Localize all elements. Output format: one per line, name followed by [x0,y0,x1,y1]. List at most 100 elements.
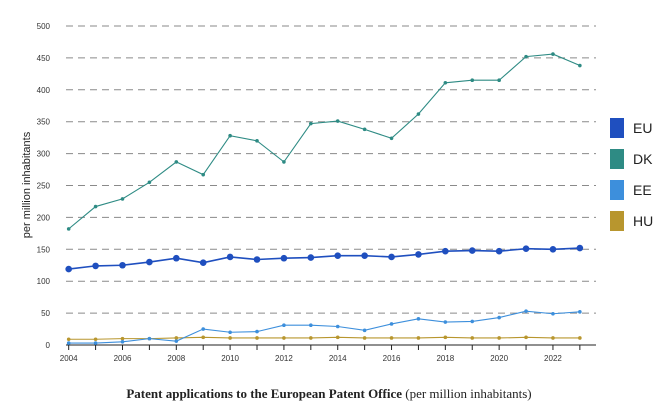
data-point-hu [335,335,340,340]
data-point-eu [307,254,315,261]
data-point-dk [551,52,555,56]
data-point-hu [497,336,501,340]
series-ee [66,309,582,345]
data-point-eu [576,244,584,252]
data-point-hu [362,336,367,340]
legend-swatch [610,118,624,138]
data-point-dk [282,160,286,164]
x-tick-label: 2018 [436,354,454,363]
x-tick-label: 2010 [221,354,239,363]
x-tick-label: 2020 [490,354,508,363]
data-point-dk [120,197,125,201]
data-point-ee [147,336,152,341]
data-point-hu [578,336,582,340]
legend-label: HU [633,213,654,229]
data-point-eu [522,245,530,252]
data-point-ee [551,311,555,316]
data-point-eu [388,253,395,261]
data-point-hu [551,336,555,340]
y-tick-label: 250 [37,182,51,191]
data-point-hu [282,336,286,340]
data-point-ee [174,339,179,343]
series-line-eu [68,247,580,270]
x-tick-label: 2014 [329,354,347,363]
data-point-dk [389,136,394,141]
gridlines [66,25,596,314]
data-point-hu [174,336,179,340]
data-point-dk [66,227,71,231]
data-point-hu [443,335,448,340]
data-point-ee [309,323,313,328]
data-point-dk [443,80,448,85]
data-point-ee [470,319,475,324]
series-hu [66,335,582,342]
data-point-eu [334,252,342,259]
data-point-dk [470,78,475,83]
data-point-hu [524,335,528,340]
y-axis: 0 50 100 150 200 250 300 350 400 450 500 [37,22,51,350]
y-axis-label: per million inhabitants [21,131,33,238]
series-eu [65,244,584,273]
data-point-ee [578,310,582,314]
data-point-hu [470,336,475,340]
data-point-ee [93,341,98,345]
data-point-eu [495,247,503,255]
data-point-eu [415,251,422,258]
data-point-eu [199,259,207,266]
y-tick-label: 500 [37,22,51,31]
data-point-dk [524,54,528,59]
data-point-dk [147,180,152,185]
data-point-ee [335,324,340,329]
legend-item-hu: HU [610,211,653,231]
y-tick-label: 0 [46,341,51,350]
data-point-dk [309,121,313,126]
data-point-hu [416,336,421,340]
data-point-eu [361,252,368,259]
legend-label: EE [633,182,652,198]
data-point-ee [416,317,421,321]
data-point-hu [66,337,71,342]
data-point-ee [389,322,394,326]
data-point-dk [255,139,259,143]
data-point-ee [201,327,206,331]
data-point-hu [93,337,98,342]
data-point-eu [92,262,99,270]
legend-swatch [610,149,624,169]
chart-title-suffix: (per million inhabitants) [405,386,532,401]
data-point-eu [146,258,153,266]
y-tick-label: 300 [37,150,51,159]
data-point-eu [280,254,288,262]
x-tick-label: 2006 [114,354,132,363]
data-point-ee [255,329,259,334]
legend-item-ee: EE [610,180,653,200]
data-point-eu [468,247,476,254]
series-line-dk [68,53,581,230]
data-point-ee [66,341,71,345]
y-tick-label: 350 [37,118,51,127]
data-point-dk [228,133,232,138]
legend-item-dk: DK [610,149,653,169]
data-point-hu [201,335,206,340]
data-point-eu [65,265,72,273]
series-layer [65,52,584,345]
chart-title: Patent applications to the European Pate… [126,386,402,401]
x-tick-label: 2022 [544,354,562,363]
data-point-eu [226,253,234,261]
data-point-hu [309,336,313,340]
data-point-eu [253,256,261,263]
y-tick-label: 400 [37,86,51,95]
data-point-ee [443,320,448,324]
data-point-ee [362,328,367,333]
legend-swatch [610,180,624,200]
data-point-hu [389,336,394,340]
x-tick-label: 2008 [167,354,185,363]
legend-label: DK [633,151,653,167]
data-point-ee [282,323,286,328]
chart-caption: Patent applications to the European Pate… [0,386,658,402]
data-point-eu [549,246,557,253]
data-point-ee [120,340,125,344]
y-tick-label: 100 [37,277,51,286]
data-point-hu [228,336,232,340]
series-dk [66,52,582,231]
